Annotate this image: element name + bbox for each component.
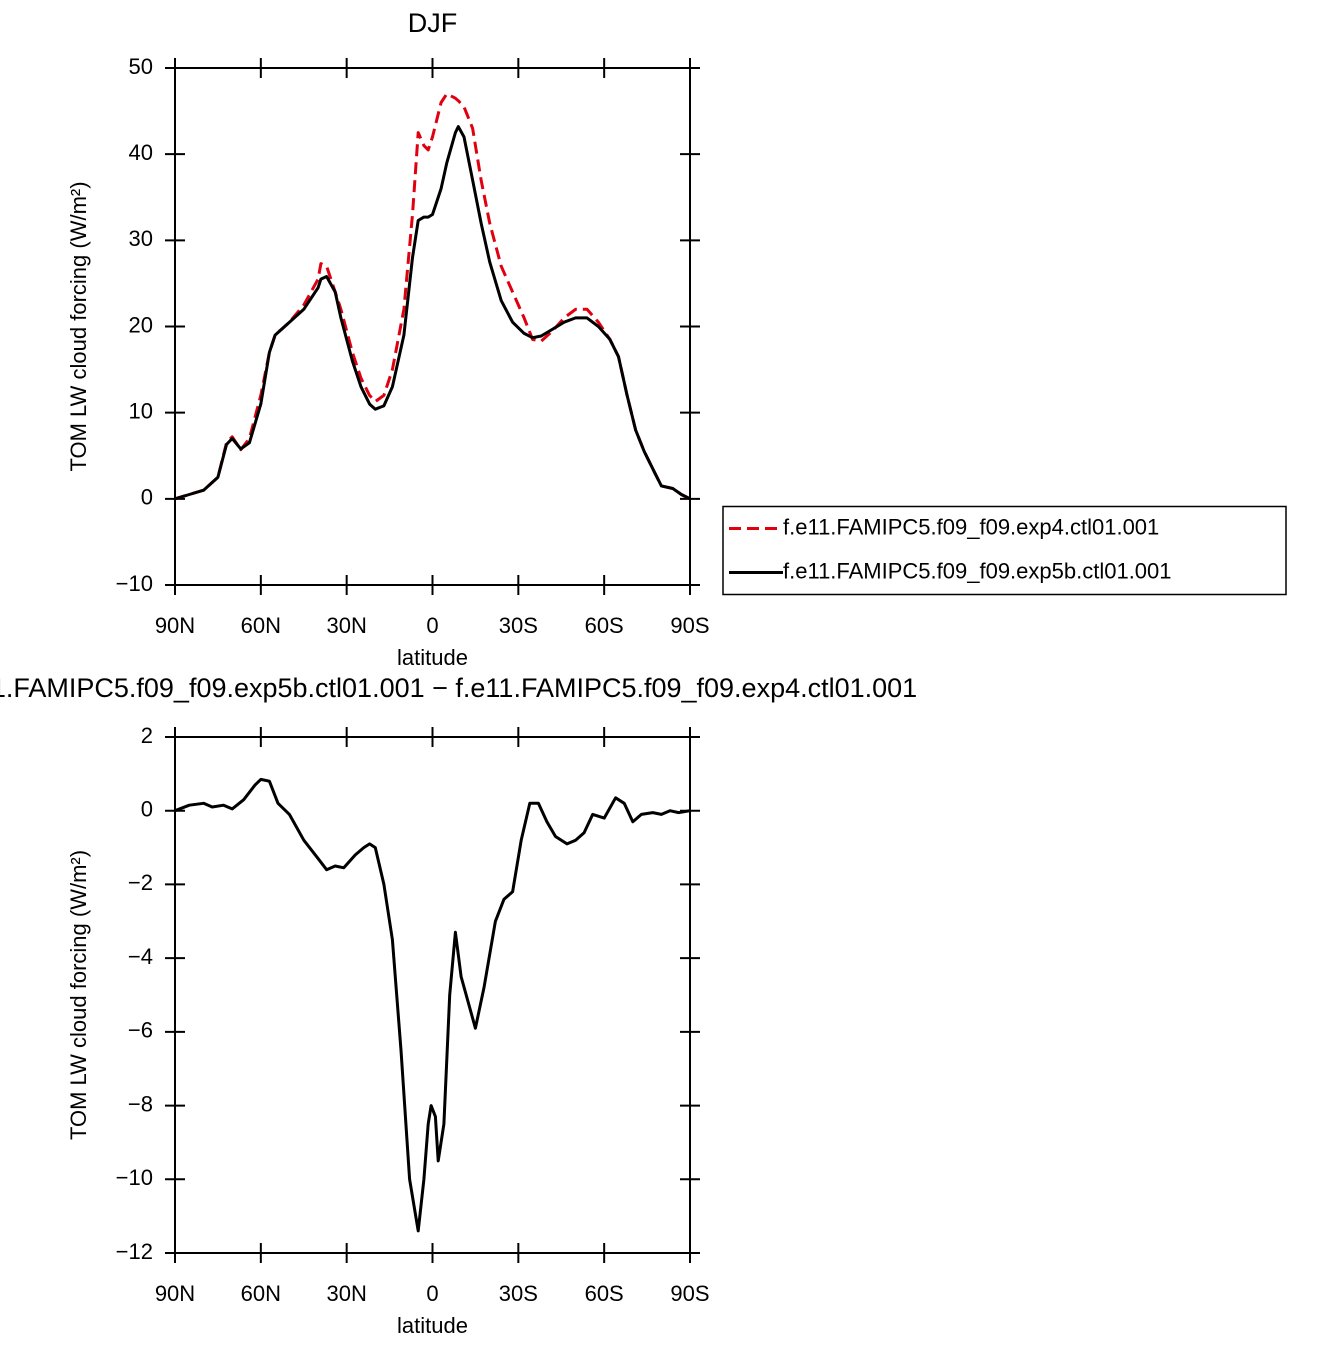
x-tick-label: 90N: [155, 1281, 195, 1306]
y-tick-label: −2: [128, 870, 153, 895]
y-tick-label: 40: [129, 140, 153, 165]
x-tick-label: 90N: [155, 613, 195, 638]
x-tick-label: 30S: [499, 1281, 538, 1306]
y-tick-label: −10: [116, 1165, 153, 1190]
x-tick-label: 60N: [241, 1281, 281, 1306]
y-tick-label: −10: [116, 571, 153, 596]
y-tick-label: −6: [128, 1018, 153, 1043]
x-tick-label: 0: [426, 613, 438, 638]
series-line: [174, 125, 691, 501]
x-tick-label: 30N: [326, 1281, 366, 1306]
y-tick-label: 30: [129, 226, 153, 251]
chart-title: f.e11.FAMIPC5.f09_f09.exp5b.ctl01.001 − …: [0, 673, 917, 703]
legend-label: f.e11.FAMIPC5.f09_f09.exp4.ctl01.001: [783, 514, 1159, 539]
legend-box: [722, 505, 1287, 596]
x-tick-label: 90S: [670, 1281, 709, 1306]
x-tick-label: 60N: [241, 613, 281, 638]
x-tick-label: 30S: [499, 613, 538, 638]
x-tick-label: 60S: [585, 1281, 624, 1306]
series-line: [174, 777, 691, 1233]
y-axis-label: TOM LW cloud forcing (W/m²): [66, 181, 91, 471]
y-tick-label: 0: [141, 797, 153, 822]
y-tick-label: 50: [129, 54, 153, 79]
y-tick-label: 2: [141, 723, 153, 748]
x-tick-label: 0: [426, 1281, 438, 1306]
y-tick-label: 10: [129, 398, 153, 423]
plot-frame: [174, 67, 691, 586]
y-tick-label: 0: [141, 485, 153, 510]
y-tick-label: −4: [128, 944, 153, 969]
x-axis-label: latitude: [397, 1313, 468, 1338]
y-axis-label: TOM LW cloud forcing (W/m²): [66, 850, 91, 1140]
y-tick-label: −8: [128, 1091, 153, 1116]
x-axis-label: latitude: [397, 645, 468, 670]
x-tick-label: 30N: [326, 613, 366, 638]
chart-title: DJF: [408, 8, 458, 38]
x-tick-label: 90S: [670, 613, 709, 638]
x-tick-label: 60S: [585, 613, 624, 638]
y-tick-label: −12: [116, 1239, 153, 1264]
y-tick-label: 20: [129, 312, 153, 337]
legend-label: f.e11.FAMIPC5.f09_f09.exp5b.ctl01.001: [783, 558, 1172, 583]
plot-frame: [174, 736, 691, 1254]
